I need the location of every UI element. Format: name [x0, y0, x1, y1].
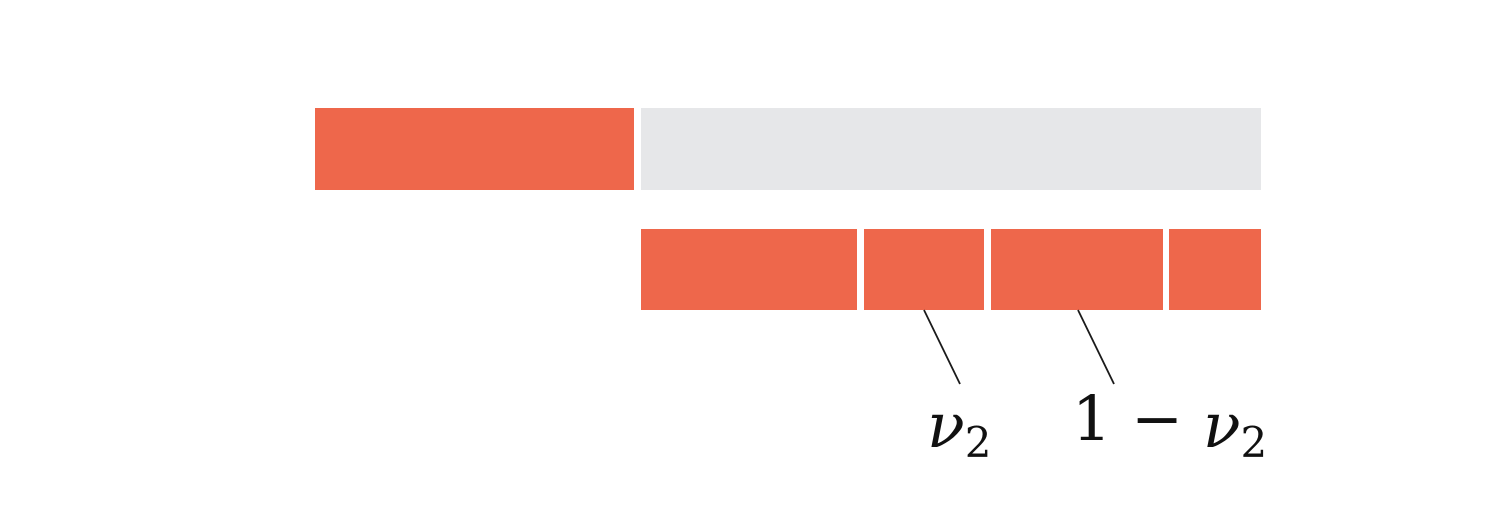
bottom-bar-piece-1 [641, 229, 857, 310]
bottom-bar-piece-4 [1169, 229, 1261, 310]
label-one-minus-nu2-symbol: ν [1203, 389, 1241, 462]
label-one-minus-nu2-lead: 1 − [1072, 382, 1203, 455]
label-nu2-symbol: ν [927, 389, 965, 462]
top-bar-remainder [641, 108, 1261, 190]
label-one-minus-nu2-subscript: 2 [1241, 418, 1268, 467]
label-one-minus-nu2: 1 − ν2 [1072, 382, 1267, 467]
top-bar-first-piece [315, 108, 634, 190]
leader-line-one-minus-nu2 [1077, 309, 1115, 385]
label-nu2: ν2 [927, 389, 991, 467]
leader-line-nu2 [923, 309, 961, 385]
bottom-bar-piece-nu2 [864, 229, 984, 310]
bottom-bar-piece-one-minus-nu2 [991, 229, 1163, 310]
label-nu2-subscript: 2 [965, 418, 992, 467]
